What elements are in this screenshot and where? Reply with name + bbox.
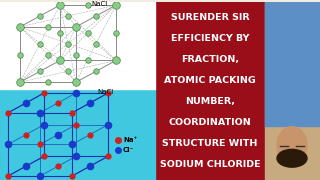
Text: NaCl: NaCl [92,1,108,7]
Text: FRACTION,: FRACTION, [181,55,239,64]
Bar [0,2,155,89]
Text: SODIUM CHLORIDE: SODIUM CHLORIDE [160,160,260,169]
Bar [0,2,155,180]
Text: ATOMIC PACKING: ATOMIC PACKING [164,76,256,85]
Text: SURENDER SIR: SURENDER SIR [171,13,249,22]
Text: EFFICIENCY BY: EFFICIENCY BY [171,34,249,43]
Bar [265,2,320,126]
Text: STRUCTURE WITH: STRUCTURE WITH [162,139,258,148]
Bar [0,89,155,180]
Text: NUMBER,: NUMBER, [185,97,235,106]
Ellipse shape [277,127,307,164]
Bar [155,2,265,180]
Text: NaCl: NaCl [97,89,113,95]
Ellipse shape [277,149,307,167]
Text: Cl⁻: Cl⁻ [123,147,134,153]
Text: COORDINATION: COORDINATION [169,118,252,127]
Text: Na⁺: Na⁺ [123,138,137,143]
Bar [265,2,320,180]
